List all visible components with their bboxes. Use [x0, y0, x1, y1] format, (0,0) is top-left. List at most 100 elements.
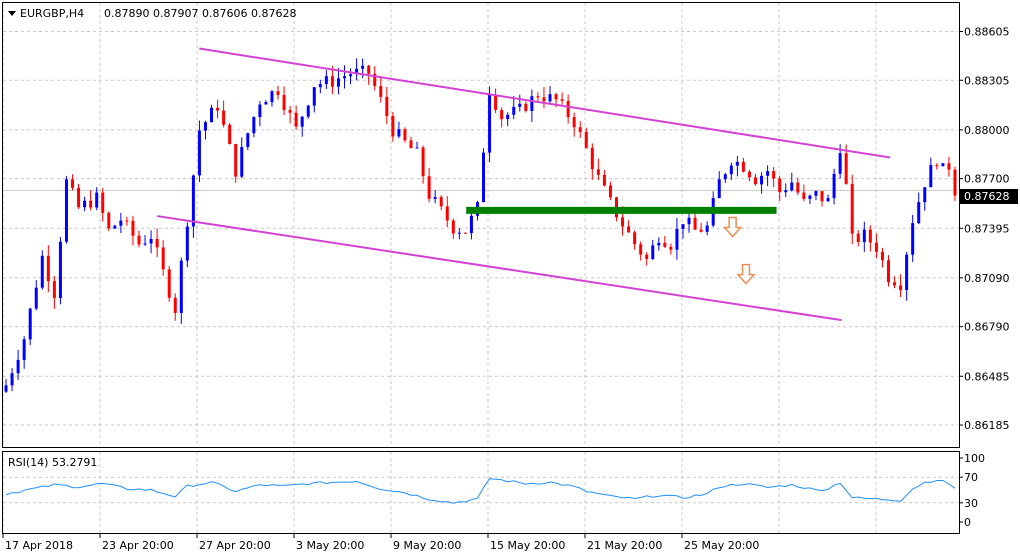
candle-bear — [602, 174, 606, 186]
candle-bear — [899, 285, 903, 291]
rsi-tick-label: 0 — [964, 516, 971, 529]
candle-bull — [512, 106, 516, 115]
rsi-title: RSI(14) 53.2791 — [8, 456, 97, 469]
price-tick-label: 0.87090 — [964, 272, 1010, 285]
candle-bear — [373, 73, 377, 86]
candle-bull — [506, 114, 510, 120]
candle-bear — [627, 226, 631, 233]
candle-bull — [826, 198, 830, 202]
candle-bull — [10, 373, 14, 386]
candle-bear — [741, 161, 745, 172]
candle-bear — [796, 182, 800, 193]
candle-bull — [324, 76, 328, 85]
candle-bear — [234, 143, 238, 177]
candle-bear — [880, 251, 884, 261]
candle-bear — [173, 297, 177, 313]
symbol-timeframe: EURGBP,H4 — [20, 7, 84, 20]
candle-bear — [935, 165, 939, 167]
candle-bear — [445, 206, 449, 221]
candle-bull — [119, 220, 123, 226]
time-tick-label: 25 May 20:00 — [684, 539, 759, 552]
price-tick-label: 0.86185 — [964, 419, 1010, 432]
time-tick-label: 23 Apr 20:00 — [102, 539, 174, 552]
candle-bull — [651, 245, 655, 259]
candle-bull — [814, 191, 818, 196]
candle-bull — [355, 68, 359, 75]
price-axis: 0.88605 0.88305 0.88000 0.87700 0.87395 0.870… — [959, 25, 1010, 432]
candle-bull — [343, 76, 347, 79]
candle-bear — [155, 238, 159, 248]
candle-bear — [101, 192, 105, 213]
candle-bear — [554, 94, 558, 100]
last-price-tag-bg — [960, 189, 1018, 204]
candle-bull — [705, 225, 709, 232]
rsi-tick-label: 100 — [964, 452, 985, 465]
candle-bear — [77, 187, 81, 208]
candle-bear — [566, 100, 570, 118]
candle-bear — [572, 117, 576, 128]
candle-bear — [46, 255, 50, 282]
candle-bull — [361, 65, 365, 69]
candle-bull — [929, 165, 933, 188]
candle-bull — [185, 226, 189, 261]
candle-bear — [645, 254, 649, 259]
candle-bear — [639, 244, 643, 255]
candle-bull — [306, 105, 310, 117]
candle-bull — [469, 215, 473, 234]
candle-bear — [107, 212, 111, 229]
candle-bear — [421, 147, 425, 177]
time-tick-label: 27 Apr 20:00 — [199, 539, 271, 552]
arrow-down-icon[interactable] — [736, 263, 756, 285]
price-pane-frame — [2, 2, 960, 448]
candle-bull — [16, 359, 20, 374]
candle-bull — [40, 255, 44, 288]
candle-bull — [838, 153, 842, 174]
candle-bear — [228, 124, 232, 144]
candle-bear — [947, 163, 951, 170]
candle-bear — [463, 232, 467, 234]
candle-bull — [723, 174, 727, 180]
price-tick-label: 0.87700 — [964, 173, 1010, 186]
candle-bear — [856, 233, 860, 242]
channel-lower-line[interactable] — [156, 215, 842, 322]
rsi-pane-frame — [2, 451, 960, 534]
rsi-tick-label: 70 — [964, 471, 978, 484]
candle-bull — [488, 94, 492, 153]
candle-bear — [294, 112, 298, 127]
price-tick-label: 0.88305 — [964, 74, 1010, 87]
candle-bear — [633, 232, 637, 245]
channel-upper-line[interactable] — [199, 47, 891, 159]
candle-bull — [784, 190, 788, 193]
time-tick-label: 15 May 20:00 — [490, 539, 565, 552]
arrow-down-icon[interactable] — [722, 216, 743, 238]
candle-bull — [482, 152, 486, 203]
price-tick-label: 0.88000 — [964, 124, 1010, 137]
candle-bull — [4, 385, 8, 392]
time-tick-label: 17 Apr 2018 — [5, 539, 73, 552]
candle-bear — [590, 147, 594, 170]
candle-bull — [415, 147, 419, 149]
candle-bull — [905, 254, 909, 291]
candle-bull — [95, 192, 99, 208]
time-axis: 17 Apr 2018 23 Apr 20:00 27 Apr 20:00 3 May… — [2, 534, 759, 552]
trendline-overlays[interactable] — [156, 47, 891, 322]
candle-bull — [349, 74, 353, 77]
candle-bear — [216, 107, 220, 111]
candle-bear — [886, 260, 890, 283]
candle-bear — [893, 282, 897, 286]
last-price-value: 0.87628 — [964, 190, 1010, 203]
candle-bull — [530, 96, 534, 111]
rsi-line — [5, 478, 956, 504]
candle-bull — [300, 116, 304, 127]
candle-bull — [941, 163, 945, 167]
candle-bear — [542, 97, 546, 102]
candle-bull — [191, 175, 195, 227]
rsi-axis: 100 70 30 0 — [959, 452, 985, 529]
candle-bull — [270, 91, 274, 103]
candle-bear — [288, 109, 292, 113]
price-tick-label: 0.86790 — [964, 321, 1010, 334]
candle-bull — [717, 179, 721, 199]
rsi-header: RSI(14) 53.2791 — [8, 456, 97, 469]
triangle-down-icon[interactable] — [8, 11, 16, 16]
